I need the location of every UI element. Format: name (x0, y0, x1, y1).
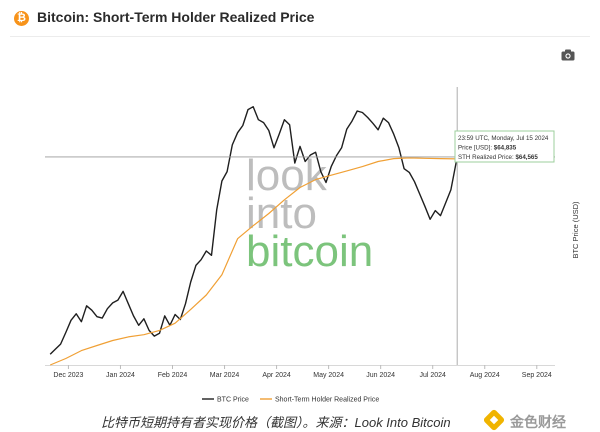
x-tick-label: Dec 2023 (53, 372, 83, 379)
lookintobitcoin-watermark: look into bitcoin (246, 151, 373, 276)
series-line-btc-price (49, 106, 458, 355)
y-axis-label: BTC Price (USD) (571, 201, 580, 259)
header-divider (10, 36, 590, 37)
watermark-bitcoin: bitcoin (246, 227, 373, 276)
x-tick-label: Sep 2024 (522, 372, 552, 379)
legend-item-sth-price[interactable]: Short-Term Holder Realized Price (260, 397, 379, 404)
tooltip-box (454, 130, 555, 163)
camera-icon[interactable] (561, 49, 575, 61)
x-tick-label: May 2024 (313, 372, 344, 379)
x-axis-ticks: Dec 2023 Jan 2024 Feb 2024 Mar 2024 Apr 2024… (53, 365, 552, 379)
x-tick-label: Apr 2024 (262, 372, 291, 379)
chart-title: Bitcoin: Short-Term Holder Realized Pric… (37, 9, 315, 25)
tooltip-date: 23:59 UTC, Monday, Jul 15 2024 (458, 135, 549, 142)
bitcoin-logo-icon: ₿ (14, 11, 29, 26)
series-group (49, 106, 458, 366)
x-tick-label: Jan 2024 (106, 372, 135, 379)
x-tick-label: Jun 2024 (366, 372, 395, 379)
x-tick-label: Mar 2024 (210, 372, 240, 379)
tooltip-price: Price [USD]: $64,835 (458, 145, 517, 152)
series-line-sth-price (49, 157, 458, 366)
x-tick-label: Jul 2024 (419, 372, 446, 379)
x-tick-label: Feb 2024 (158, 372, 188, 379)
caption-text: 比特币短期持有者实现价格（截图）。来源：Look Into Bitcoin (101, 415, 451, 430)
watermark-jinse: 金色财经 (510, 414, 566, 430)
watermark-into: into (246, 189, 317, 238)
legend-label-sth-price: Short-Term Holder Realized Price (275, 397, 379, 404)
chart-header: ₿ Bitcoin: Short-Term Holder Realized Pr… (0, 0, 600, 37)
jinse-logo-icon (484, 409, 505, 431)
tooltip-sth: STH Realized Price: $64,565 (458, 154, 538, 161)
x-tick-label: Aug 2024 (470, 372, 500, 379)
caption-bar: 比特币短期持有者实现价格（截图）。来源：Look Into Bitcoin 金色… (0, 409, 600, 432)
watermark-look: look (246, 151, 328, 200)
legend-label-btc-price: BTC Price (217, 397, 249, 404)
legend-item-btc-price[interactable]: BTC Price (202, 397, 249, 404)
tooltip: 23:59 UTC, Monday, Jul 15 2024 Price [US… (454, 130, 555, 163)
chart-area: look into bitcoin Dec 2023 Jan 2024 Feb 20… (45, 87, 580, 404)
legend: BTC Price Short-Term Holder Realized Pri… (202, 397, 379, 404)
